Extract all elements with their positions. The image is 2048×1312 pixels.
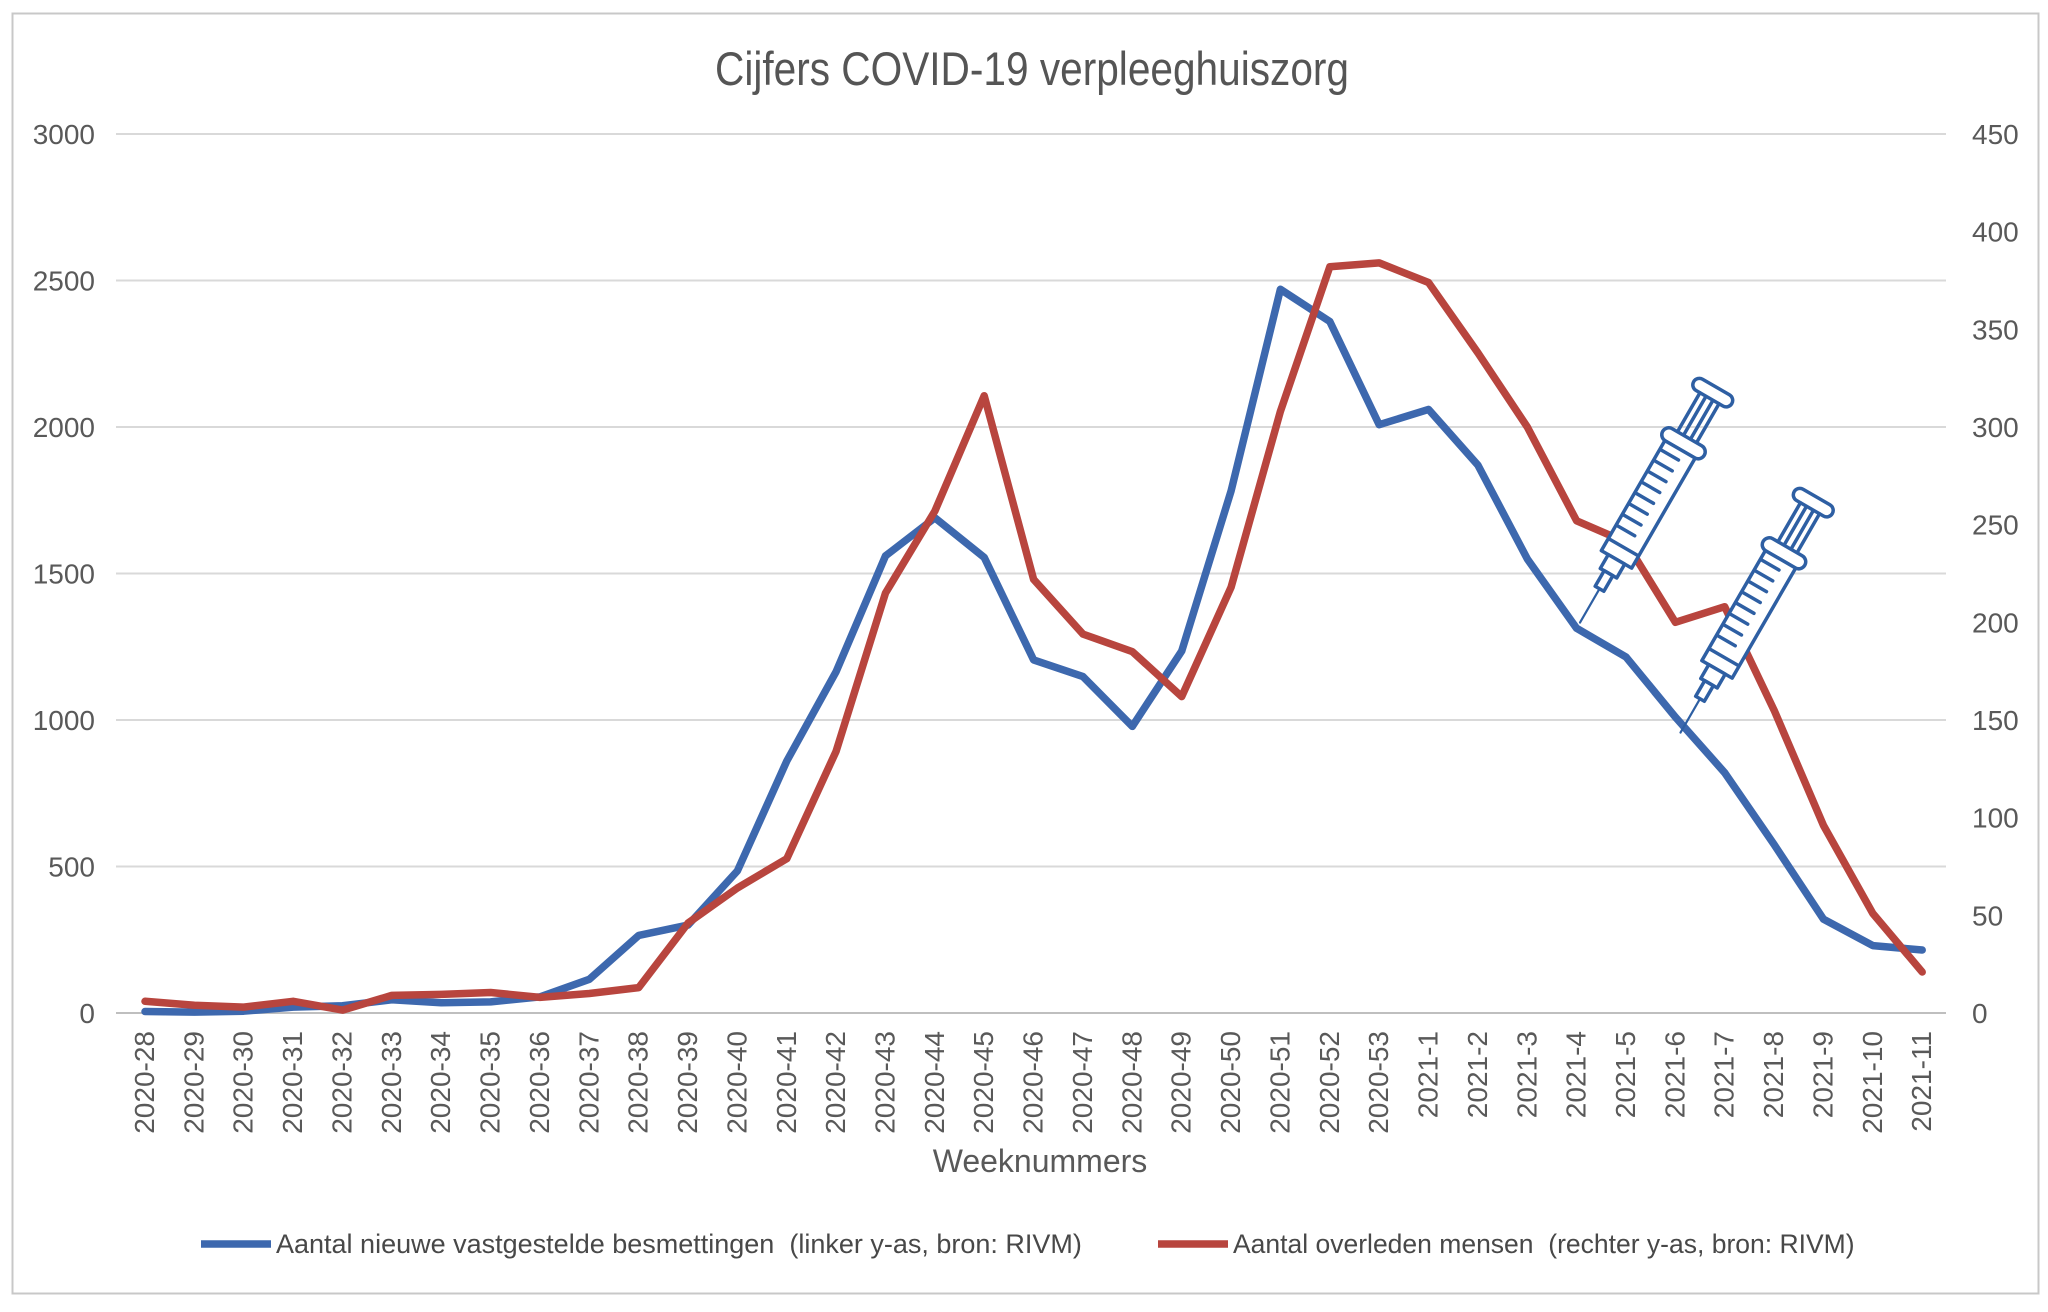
svg-text:2020-49: 2020-49 <box>1166 1031 1197 1134</box>
svg-text:2021-5: 2021-5 <box>1610 1031 1641 1118</box>
svg-text:2020-29: 2020-29 <box>178 1031 209 1134</box>
svg-text:3000: 3000 <box>33 119 95 150</box>
svg-text:2020-41: 2020-41 <box>771 1031 802 1134</box>
svg-text:300: 300 <box>1972 412 2019 443</box>
svg-text:2021-7: 2021-7 <box>1709 1031 1740 1118</box>
svg-text:500: 500 <box>48 852 95 883</box>
svg-text:2020-28: 2020-28 <box>129 1031 160 1134</box>
svg-text:2020-38: 2020-38 <box>623 1031 654 1134</box>
svg-text:2021-11: 2021-11 <box>1906 1031 1937 1132</box>
svg-text:2020-48: 2020-48 <box>1116 1031 1147 1134</box>
svg-text:2021-10: 2021-10 <box>1857 1031 1888 1134</box>
svg-text:2021-2: 2021-2 <box>1462 1031 1493 1118</box>
svg-text:2020-35: 2020-35 <box>475 1031 506 1134</box>
svg-text:0: 0 <box>79 998 95 1029</box>
svg-text:2020-42: 2020-42 <box>820 1031 851 1134</box>
svg-text:2020-37: 2020-37 <box>573 1031 604 1134</box>
svg-text:0: 0 <box>1972 998 1988 1029</box>
svg-text:350: 350 <box>1972 314 2019 345</box>
svg-text:2020-50: 2020-50 <box>1215 1031 1246 1134</box>
svg-text:2021-6: 2021-6 <box>1659 1031 1690 1118</box>
svg-text:1000: 1000 <box>33 705 95 736</box>
svg-text:2021-1: 2021-1 <box>1413 1031 1444 1118</box>
svg-text:100: 100 <box>1972 803 2019 834</box>
svg-text:200: 200 <box>1972 607 2019 638</box>
svg-text:1500: 1500 <box>33 559 95 590</box>
svg-text:2020-43: 2020-43 <box>870 1031 901 1134</box>
svg-text:2020-33: 2020-33 <box>376 1031 407 1134</box>
svg-text:2021-4: 2021-4 <box>1561 1031 1592 1118</box>
svg-text:2020-53: 2020-53 <box>1363 1031 1394 1134</box>
svg-text:2000: 2000 <box>33 412 95 443</box>
svg-text:2021-3: 2021-3 <box>1511 1031 1542 1118</box>
svg-text:2021-8: 2021-8 <box>1758 1031 1789 1118</box>
svg-text:400: 400 <box>1972 217 2019 248</box>
svg-text:450: 450 <box>1972 119 2019 150</box>
svg-text:2020-44: 2020-44 <box>919 1031 950 1134</box>
svg-text:2020-52: 2020-52 <box>1314 1031 1345 1134</box>
svg-text:2020-46: 2020-46 <box>1018 1031 1049 1134</box>
svg-text:2020-32: 2020-32 <box>327 1031 358 1134</box>
svg-text:2020-34: 2020-34 <box>425 1031 456 1134</box>
svg-text:Weeknummers: Weeknummers <box>933 1143 1148 1179</box>
svg-text:2020-45: 2020-45 <box>968 1031 999 1134</box>
svg-text:150: 150 <box>1972 705 2019 736</box>
svg-text:2020-39: 2020-39 <box>672 1031 703 1134</box>
svg-text:2020-30: 2020-30 <box>228 1031 259 1134</box>
svg-text:50: 50 <box>1972 900 2003 931</box>
svg-text:250: 250 <box>1972 510 2019 541</box>
svg-text:2020-40: 2020-40 <box>721 1031 752 1134</box>
svg-text:2500: 2500 <box>33 266 95 297</box>
svg-text:Aantal nieuwe vastgestelde bes: Aantal nieuwe vastgestelde besmettingen … <box>276 1229 1082 1259</box>
svg-text:2020-51: 2020-51 <box>1264 1031 1295 1134</box>
svg-text:2020-31: 2020-31 <box>277 1031 308 1134</box>
svg-text:2020-36: 2020-36 <box>524 1031 555 1134</box>
svg-text:Aantal overleden mensen (rech: Aantal overleden mensen (rechter y-as, b… <box>1233 1229 1855 1259</box>
svg-text:2021-9: 2021-9 <box>1808 1031 1839 1118</box>
svg-text:2020-47: 2020-47 <box>1067 1031 1098 1134</box>
svg-text:Cijfers COVID-19 verpleeghuisz: Cijfers COVID-19 verpleeghuiszorg <box>715 42 1349 95</box>
